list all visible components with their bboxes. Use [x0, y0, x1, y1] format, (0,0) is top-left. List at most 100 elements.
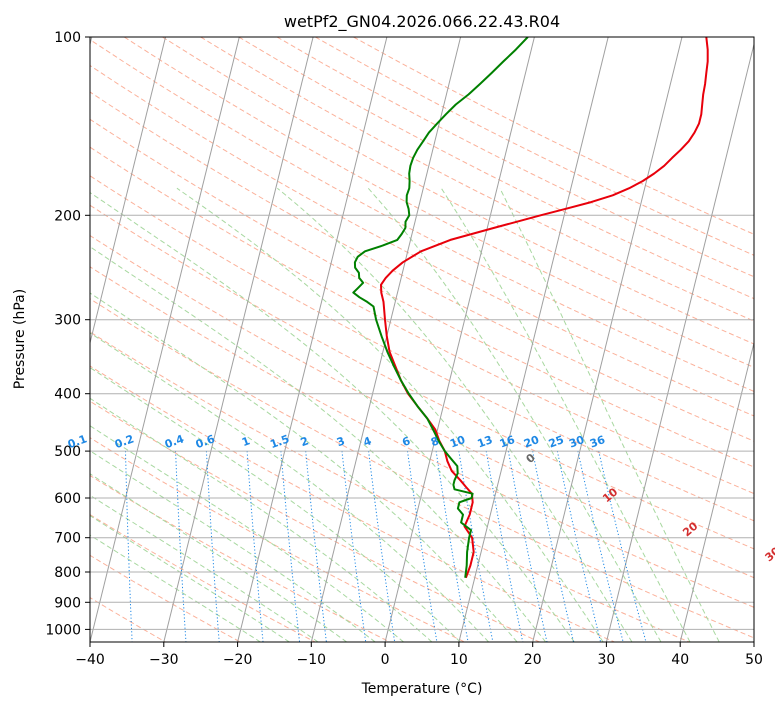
y-tick-label: 200 — [54, 208, 81, 224]
y-tick-label: 1000 — [45, 622, 81, 638]
moist-adiabat-line — [90, 332, 489, 642]
chart-title: wetPf2_GN04.2026.066.22.43.R04 — [284, 12, 560, 32]
mixing-ratio-label: 2 — [299, 434, 311, 449]
mixing-ratio-label: 13 — [476, 433, 495, 450]
y-tick-label: 400 — [54, 387, 81, 403]
moist-adiabat-line — [276, 187, 633, 642]
moist-adiabat-line — [90, 473, 347, 642]
dry-adiabat-line — [90, 474, 391, 642]
x-tick-label: −30 — [149, 652, 179, 668]
isotherm-line — [679, 340, 754, 642]
x-tick-label: 10 — [450, 652, 468, 668]
moist-adiabat-line — [90, 450, 376, 642]
x-tick-label: 30 — [597, 652, 615, 668]
isotherm-line — [458, 37, 609, 642]
dry-adiabat-line — [162, 37, 754, 345]
mixing-ratio-line — [280, 451, 301, 642]
mixing-ratio-label: 0.4 — [163, 432, 186, 451]
mixing-ratio-line — [485, 451, 524, 642]
y-tick-label: 800 — [54, 565, 81, 581]
y-tick-label: 900 — [54, 595, 81, 611]
x-tick-label: −10 — [297, 652, 327, 668]
mixing-ratio-line — [532, 451, 574, 642]
isotherm-line — [237, 37, 388, 642]
moist-adiabat-line — [90, 425, 404, 642]
isotherm-line — [163, 37, 314, 642]
dry-adiabat-line — [200, 37, 754, 322]
y-axis-label: Pressure (hPa) — [12, 289, 28, 389]
mixing-ratio-label: 1 — [240, 434, 252, 449]
isotherm-line — [310, 37, 462, 642]
mixing-ratio-label: 20 — [522, 433, 541, 451]
dry-adiabat-line — [90, 39, 754, 392]
reference-lines — [90, 37, 754, 642]
y-tick-label: 500 — [54, 444, 81, 460]
mixing-ratio-label: 36 — [588, 433, 607, 451]
x-tick-label: 0 — [381, 652, 390, 668]
mixing-ratio-line — [556, 451, 602, 642]
x-axis-label: Temperature (°C) — [361, 681, 483, 697]
moist-adiabat-line — [90, 292, 518, 642]
moist-adiabat-line — [499, 187, 720, 642]
dry-adiabat-line — [90, 91, 754, 442]
y-tick-label: 300 — [54, 313, 81, 329]
mixing-ratio-label: 4 — [362, 434, 374, 449]
mixing-ratio-label: 25 — [547, 433, 566, 450]
mixing-ratio-line — [125, 451, 133, 642]
isotherm-line — [90, 37, 166, 346]
mixing-ratio-label: 8 — [429, 434, 441, 449]
dry-adiabat-line — [90, 400, 540, 642]
mixing-ratio-line — [598, 450, 647, 642]
mixing-ratio-label: 30 — [567, 433, 586, 451]
y-tick-label: 700 — [54, 531, 81, 547]
dry-adiabat-line — [90, 331, 690, 642]
plot-frame — [89, 36, 755, 643]
x-tick-label: 40 — [671, 652, 689, 668]
isotherm-line — [605, 42, 754, 642]
isotherm-line — [384, 37, 535, 642]
isotherm-line — [90, 37, 240, 642]
sounding-traces — [352, 37, 709, 579]
dry-adiabat-line — [90, 204, 754, 550]
pressure-gridlines — [90, 37, 754, 630]
dry-adiabat-line — [90, 365, 615, 642]
mixing-ratio-label: 10 — [448, 433, 467, 451]
mixing-ratio-label: 0.6 — [194, 432, 217, 451]
dry-adiabat-line — [90, 266, 754, 608]
x-tick-label: −40 — [75, 652, 105, 668]
temperature-trace — [380, 37, 709, 579]
dry-adiabat-line — [90, 554, 241, 642]
mixing-ratio-line — [577, 450, 624, 642]
y-tick-label: 100 — [54, 30, 81, 46]
moist-adiabat-line — [90, 246, 547, 642]
mixing-ratio-label: 6 — [400, 434, 412, 449]
dry-adiabat-line — [90, 437, 465, 642]
x-tick-label: 20 — [524, 652, 542, 668]
moist-adiabat-line — [367, 187, 662, 642]
dewpoint-trace — [352, 37, 529, 578]
moist-adiabat-line — [90, 494, 319, 642]
mixing-ratio-label: 0.1 — [66, 432, 89, 451]
dry-adiabat-line — [90, 175, 754, 522]
mixing-ratio-line — [507, 451, 548, 642]
moist-adiabat-line — [90, 397, 433, 642]
dry-adiabat-line — [90, 514, 316, 642]
mixing-ratio-line — [305, 451, 327, 642]
mixing-ratio-line — [175, 451, 187, 642]
dry-adiabat-line — [90, 234, 754, 579]
mixing-ratio-line — [205, 451, 220, 642]
mixing-ratio-label: 3 — [335, 434, 347, 449]
moist-adiabat-line — [440, 187, 691, 642]
y-tick-label: 600 — [54, 491, 81, 507]
mixing-ratio-line — [246, 451, 264, 642]
isotherm-line — [532, 37, 683, 642]
dry-adiabat-line — [90, 146, 754, 495]
moist-adiabat-line — [90, 191, 575, 642]
mixing-ratio-label: 1.5 — [268, 432, 291, 451]
x-tick-label: 50 — [745, 652, 763, 668]
dry-adiabat-line — [90, 64, 754, 417]
x-tick-label: −20 — [223, 652, 253, 668]
mixing-ratio-label: 0.2 — [113, 432, 136, 451]
mixing-ratio-label: 16 — [498, 433, 517, 451]
